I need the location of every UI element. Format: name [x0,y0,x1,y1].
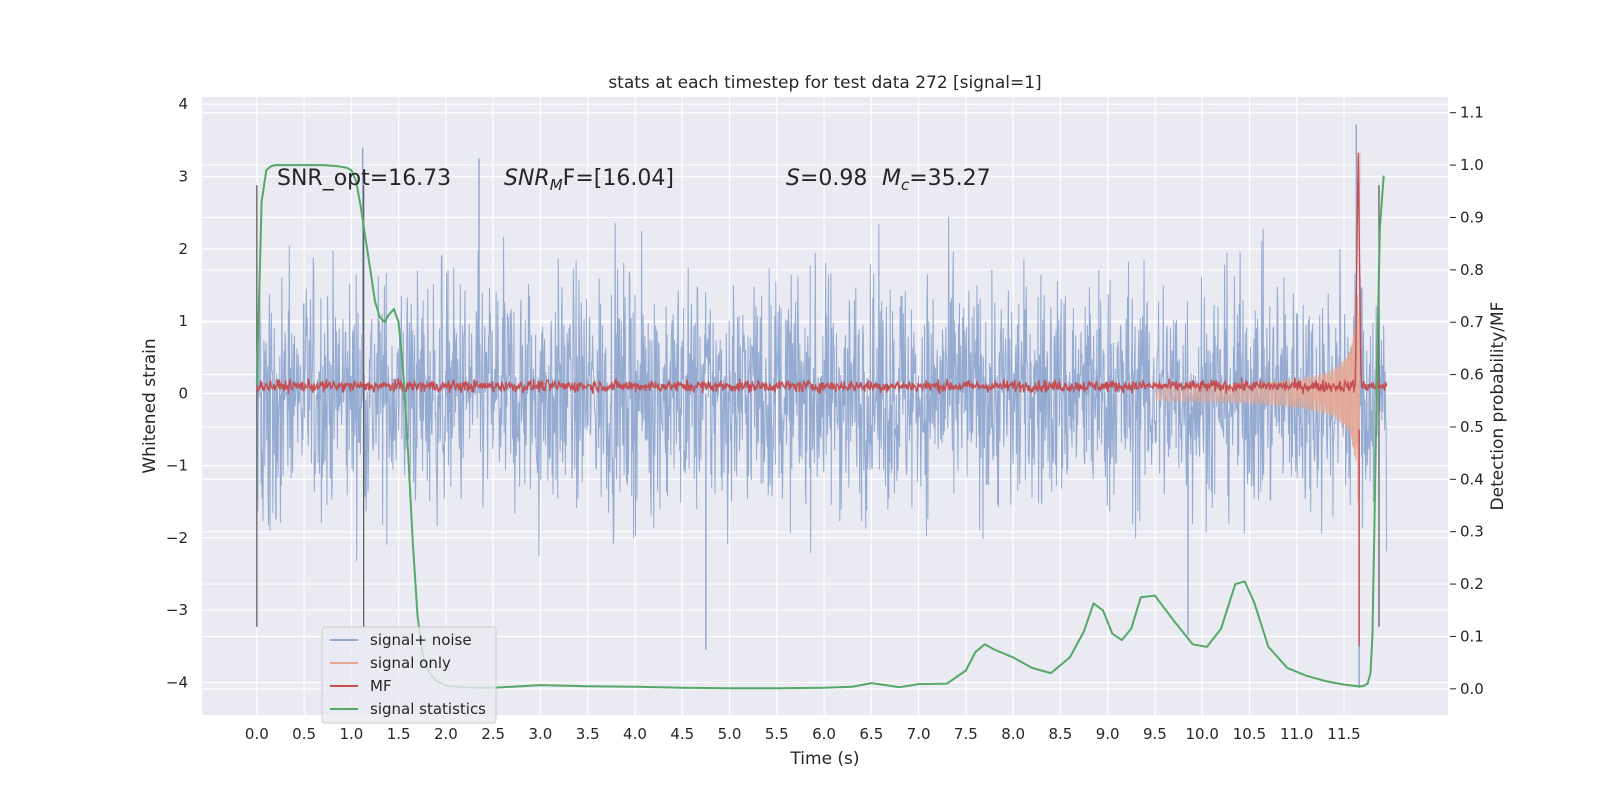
x-tick-label: 3.5 [576,725,600,743]
x-tick-label: 1.5 [387,725,411,743]
y-right-tick-label: 0.1 [1460,627,1484,645]
x-tick-label: 3.0 [529,725,553,743]
x-tick-label: 7.5 [954,725,978,743]
x-tick-label: 0.0 [245,725,269,743]
x-axis-label: Time (s) [789,749,859,769]
x-tick-label: 8.5 [1048,725,1072,743]
signal-statistics-line [255,164,1385,690]
annotation-snr-mf-rest: F=[16.04] [563,166,674,191]
legend-label-signal-noise: signal+ noise [370,631,472,649]
legend-box [321,626,497,724]
y-right-tick-label: 0.3 [1460,523,1484,541]
annotation-snr-mf-base: SNR [504,166,550,191]
annotation-snr-mf-sub: M [550,176,563,194]
y-right-tick-label: 1.1 [1460,104,1484,122]
y-right-tick-labels: 1.1 1.0 0.9 0.8 0.7 0.6 0.5 0.4 0.3 0.2 0.1 0.0 [1450,104,1484,698]
y-tick-labels: 4 3 2 1 0 −1 −2 −3 −4 [166,95,188,691]
y-right-tick-label: 0.5 [1460,418,1484,436]
x-tick-label: 5.0 [718,725,742,743]
mf-series [256,152,1388,647]
mf-line [256,152,1388,395]
y-tick-label: 1 [178,312,188,330]
signal-statistics-series [255,164,1385,690]
y-right-tick-label: 0.7 [1460,313,1484,331]
y-tick-label: 3 [178,168,188,186]
y-tick-label: −4 [166,673,188,691]
y-right-tick-label: 0.2 [1460,575,1484,593]
y-tick-label: 4 [178,95,188,113]
annotation-s-val: =0.98 [800,166,867,191]
y-tick-label: 2 [178,240,188,258]
x-tick-label: 8.0 [1001,725,1025,743]
y-right-tick-label: 0.0 [1460,680,1484,698]
x-tick-label: 2.5 [481,725,505,743]
x-tick-label: 6.5 [859,725,883,743]
legend-label-signal-statistics: signal statistics [370,700,486,718]
x-tick-label: 6.0 [812,725,836,743]
signal-noise-line [256,216,1388,561]
y-right-tick-label: 0.4 [1460,470,1484,488]
chart-title: stats at each timestep for test data 272… [608,73,1041,93]
x-tick-label: 7.0 [907,725,931,743]
x-tick-label: 1.0 [339,725,363,743]
x-tick-label: 0.5 [292,725,316,743]
y-right-tick-label: 0.6 [1460,366,1484,384]
annotation-mc-var: M [882,166,901,191]
annotation-snr-opt: SNR_opt=16.73 [277,166,451,191]
y-right-axis-label: Detection probability/MF [1488,302,1508,511]
y-tick-label: −3 [166,601,188,619]
y-right-tick-label: 0.8 [1460,261,1484,279]
annotation-s: S=0.98 [786,166,867,191]
grid-lines [202,97,1448,715]
y-tick-label: −1 [166,457,188,475]
y-tick-label: 0 [178,384,188,402]
x-tick-label: 9.5 [1143,725,1167,743]
x-tick-label: 2.0 [434,725,458,743]
annotation-snr-mf: SNRMF=[16.04] [504,166,674,194]
legend-label-mf: MF [370,677,392,695]
x-tick-label: 11.0 [1280,725,1313,743]
y-axis-label: Whitened strain [140,338,160,473]
x-tick-label: 11.5 [1327,725,1360,743]
annotation-mc-sub: c [901,176,910,194]
legend: signal+ noise signal only MF signal stat… [321,626,497,724]
annotation-mc: Mc=35.27 [882,166,991,194]
x-tick-label: 10.5 [1233,725,1266,743]
y-tick-label: −2 [166,529,188,547]
x-tick-label: 10.0 [1186,725,1219,743]
legend-label-signal-only: signal only [370,654,451,672]
y-right-tick-label: 1.0 [1460,156,1484,174]
x-tick-labels: 0.0 0.5 1.0 1.5 2.0 2.5 3.0 3.5 4.0 4.5 5.0 5.5 6.0 6… [245,725,1361,743]
x-tick-label: 5.5 [765,725,789,743]
annotation-s-var: S [786,166,800,191]
annotation-mc-val: =35.27 [909,166,990,191]
x-tick-label: 4.5 [670,725,694,743]
y-right-tick-label: 0.9 [1460,208,1484,226]
x-tick-label: 9.0 [1096,725,1120,743]
x-tick-label: 4.0 [623,725,647,743]
